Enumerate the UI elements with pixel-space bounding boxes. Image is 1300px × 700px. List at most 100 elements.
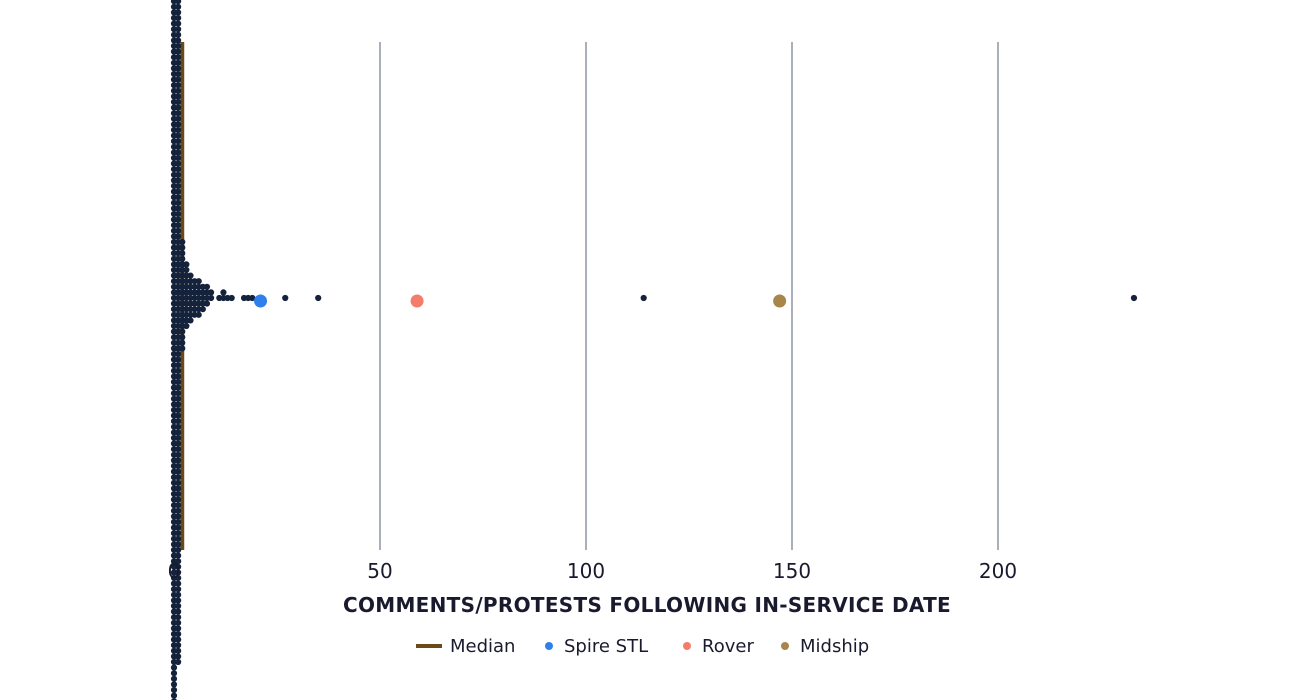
data-point: [175, 54, 182, 61]
data-point: [175, 160, 182, 167]
data-point: [183, 266, 190, 274]
gridlines: [173, 42, 999, 550]
data-point: [175, 115, 182, 122]
data-point: [228, 294, 235, 302]
data-point: [175, 121, 182, 128]
data-point: [170, 692, 178, 699]
data-point: [179, 250, 186, 257]
rover-point: [410, 294, 424, 308]
data-point: [175, 210, 182, 218]
data-point: [282, 294, 289, 302]
legend-item: Spire STL: [545, 636, 648, 657]
x-tick-label: 50: [367, 559, 392, 583]
data-point: [175, 406, 182, 414]
x-tick-label: 150: [773, 559, 811, 583]
data-point: [175, 356, 182, 363]
legend: Median Spire STL Rover Midship: [416, 636, 869, 657]
data-point: [175, 194, 182, 201]
data-point: [175, 166, 182, 173]
data-point: [199, 306, 206, 313]
data-point: [175, 518, 182, 526]
data-point: [175, 658, 182, 666]
data-point: [175, 132, 182, 139]
data-points: [170, 0, 1138, 700]
data-point: [175, 395, 182, 402]
data-point: [175, 222, 182, 229]
spire-stl-point: [254, 294, 268, 308]
legend-label: Rover: [702, 636, 754, 657]
data-point: [175, 619, 182, 626]
data-point: [175, 401, 182, 408]
data-point: [175, 586, 182, 593]
data-point: [175, 608, 182, 615]
data-point: [175, 188, 182, 195]
data-point: [170, 681, 178, 688]
data-point: [175, 513, 182, 520]
legend-dot-swatch: [781, 642, 789, 650]
data-point: [315, 294, 322, 302]
data-point: [175, 457, 182, 464]
data-point: [175, 474, 182, 481]
data-point: [175, 636, 182, 643]
data-point: [175, 552, 182, 559]
data-point: [175, 70, 182, 78]
data-point: [175, 530, 182, 537]
data-point: [175, 384, 182, 391]
x-axis-title: COMMENTS/PROTESTS FOLLOWING IN-SERVICE D…: [343, 593, 951, 617]
data-point: [175, 434, 182, 442]
data-point: [195, 278, 202, 285]
data-point: [175, 37, 182, 44]
data-point: [175, 507, 182, 514]
data-point: [187, 272, 194, 279]
data-point: [175, 390, 182, 397]
data-point: [175, 563, 182, 570]
data-point: [170, 686, 178, 694]
data-point: [175, 653, 182, 660]
data-point: [175, 625, 182, 632]
data-point: [175, 0, 182, 5]
data-point: [175, 502, 182, 509]
data-point: [640, 294, 647, 302]
data-point: [175, 462, 182, 470]
midship-point: [773, 294, 787, 308]
data-point: [170, 664, 178, 671]
data-point: [170, 675, 178, 682]
data-point: [183, 261, 190, 268]
legend-item: Midship: [781, 636, 869, 657]
data-point: [175, 14, 182, 22]
data-point: [175, 468, 182, 475]
x-axis-ticks: 0 50 100 150 200: [168, 559, 1017, 583]
data-point: [203, 300, 211, 307]
data-point: [175, 546, 182, 554]
data-point: [175, 76, 182, 83]
legend-label: Median: [450, 636, 515, 657]
data-point: [179, 334, 186, 341]
data-point: [175, 541, 182, 548]
data-point: [175, 93, 182, 100]
data-point: [175, 149, 182, 156]
data-point: [175, 378, 182, 386]
data-point: [175, 126, 182, 134]
legend-dot-swatch: [545, 642, 553, 650]
data-point: [175, 98, 182, 106]
data-point: [179, 339, 186, 346]
data-point: [175, 233, 182, 240]
data-point: [175, 362, 182, 369]
data-point: [175, 48, 182, 55]
data-point: [175, 177, 182, 184]
data-point: [175, 104, 182, 111]
data-point: [175, 182, 182, 190]
data-point: [175, 350, 182, 358]
data-point: [175, 630, 182, 638]
data-point: [179, 328, 186, 335]
data-point: [175, 440, 182, 447]
data-point: [175, 171, 182, 178]
data-point: [175, 479, 182, 486]
legend-dot-swatch: [683, 642, 691, 650]
data-point: [175, 31, 182, 38]
x-tick-label: 200: [979, 559, 1017, 583]
data-point: [175, 227, 182, 234]
legend-label: Midship: [800, 636, 869, 657]
data-point: [175, 412, 182, 419]
data-point: [175, 614, 182, 621]
